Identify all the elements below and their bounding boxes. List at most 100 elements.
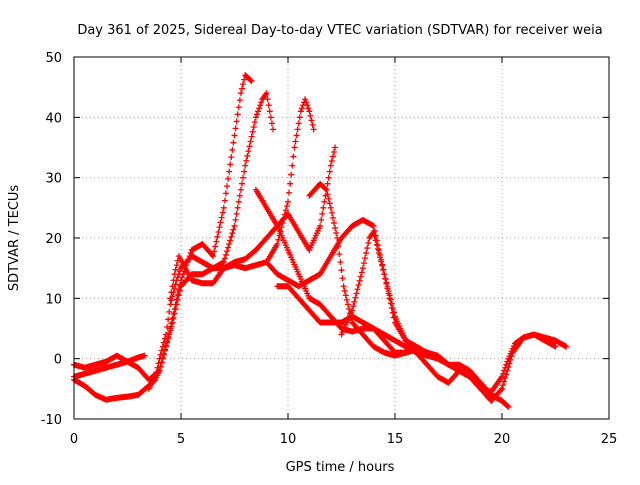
data-point <box>358 269 365 276</box>
data-point <box>171 271 178 278</box>
series-sat-j <box>274 283 559 395</box>
data-point <box>209 251 216 258</box>
x-tick-label: 10 <box>280 432 297 447</box>
data-point <box>212 243 219 250</box>
data-point <box>385 288 392 295</box>
data-point <box>241 168 248 175</box>
data-point <box>362 255 369 262</box>
data-point <box>234 111 241 118</box>
data-point <box>370 222 377 229</box>
data-point <box>170 314 177 321</box>
data-point <box>173 301 180 308</box>
data-point <box>265 102 272 109</box>
data-point <box>338 267 345 274</box>
data-point <box>237 186 244 193</box>
data-point <box>225 244 232 251</box>
data-point <box>274 241 281 248</box>
data-point <box>236 97 243 104</box>
x-tick-label: 20 <box>494 432 511 447</box>
data-point <box>291 144 298 151</box>
data-point <box>318 216 325 223</box>
data-point <box>380 266 387 273</box>
data-point <box>218 214 225 221</box>
data-point <box>161 335 168 342</box>
data-point <box>230 226 237 233</box>
data-point <box>365 240 372 247</box>
data-point <box>242 162 249 169</box>
data-point <box>226 168 233 175</box>
data-point <box>167 327 174 334</box>
data-point <box>329 153 336 160</box>
data-point <box>309 121 316 128</box>
x-tick-label: 5 <box>177 432 185 447</box>
data-point <box>257 102 264 109</box>
data-point <box>377 254 384 261</box>
data-point <box>350 303 357 310</box>
data-point <box>342 292 349 299</box>
data-point <box>387 296 394 303</box>
data-point <box>326 168 333 175</box>
data-point <box>213 238 220 245</box>
data-point <box>164 323 171 330</box>
data-point <box>172 266 179 273</box>
data-point <box>155 360 162 367</box>
data-point <box>226 241 233 248</box>
data-point <box>363 250 370 257</box>
series-sat-c <box>71 90 277 403</box>
data-point <box>169 319 176 326</box>
data-point <box>225 175 232 182</box>
data-point <box>244 152 251 159</box>
data-point <box>500 382 507 389</box>
data-point <box>167 295 174 302</box>
data-point <box>172 281 179 288</box>
y-axis-label: SDTVAR / TECUs <box>7 185 22 292</box>
data-point <box>174 274 181 281</box>
data-point <box>305 105 312 112</box>
data-point <box>353 290 360 297</box>
data-point <box>247 138 254 145</box>
data-point <box>222 190 229 197</box>
y-tick-label: 0 <box>54 353 62 368</box>
data-point <box>156 367 163 374</box>
data-point <box>157 351 164 358</box>
data-points <box>71 72 570 410</box>
data-point <box>248 133 255 140</box>
data-point <box>285 198 291 205</box>
data-point <box>168 289 175 296</box>
data-point <box>173 262 180 269</box>
data-point <box>290 153 297 160</box>
data-point <box>343 296 350 303</box>
data-point <box>325 195 332 202</box>
data-point <box>232 125 239 132</box>
data-point <box>502 364 509 371</box>
data-point <box>215 228 222 235</box>
data-point <box>237 90 244 97</box>
y-tick-label: 40 <box>45 111 62 126</box>
data-point <box>227 237 234 244</box>
data-point <box>497 387 504 394</box>
data-point <box>344 301 351 308</box>
data-point <box>249 128 256 135</box>
data-point <box>175 292 182 299</box>
data-point <box>236 192 243 199</box>
data-point <box>160 339 167 346</box>
data-point <box>228 154 235 161</box>
data-point <box>384 283 391 290</box>
data-point <box>231 222 238 229</box>
data-point <box>293 132 300 139</box>
data-point <box>373 241 380 248</box>
data-point <box>229 230 236 237</box>
data-point <box>240 81 247 88</box>
data-point <box>250 123 257 130</box>
data-point <box>246 143 253 150</box>
plot-frame <box>73 56 610 420</box>
chart-title: Day 361 of 2025, Sidereal Day-to-day VTE… <box>77 23 602 38</box>
data-point <box>157 363 164 370</box>
data-point <box>286 189 293 196</box>
data-point <box>349 307 356 314</box>
data-point <box>357 273 364 280</box>
data-point <box>233 118 240 125</box>
data-point <box>264 96 271 103</box>
data-point <box>352 294 359 301</box>
data-point <box>172 305 179 312</box>
